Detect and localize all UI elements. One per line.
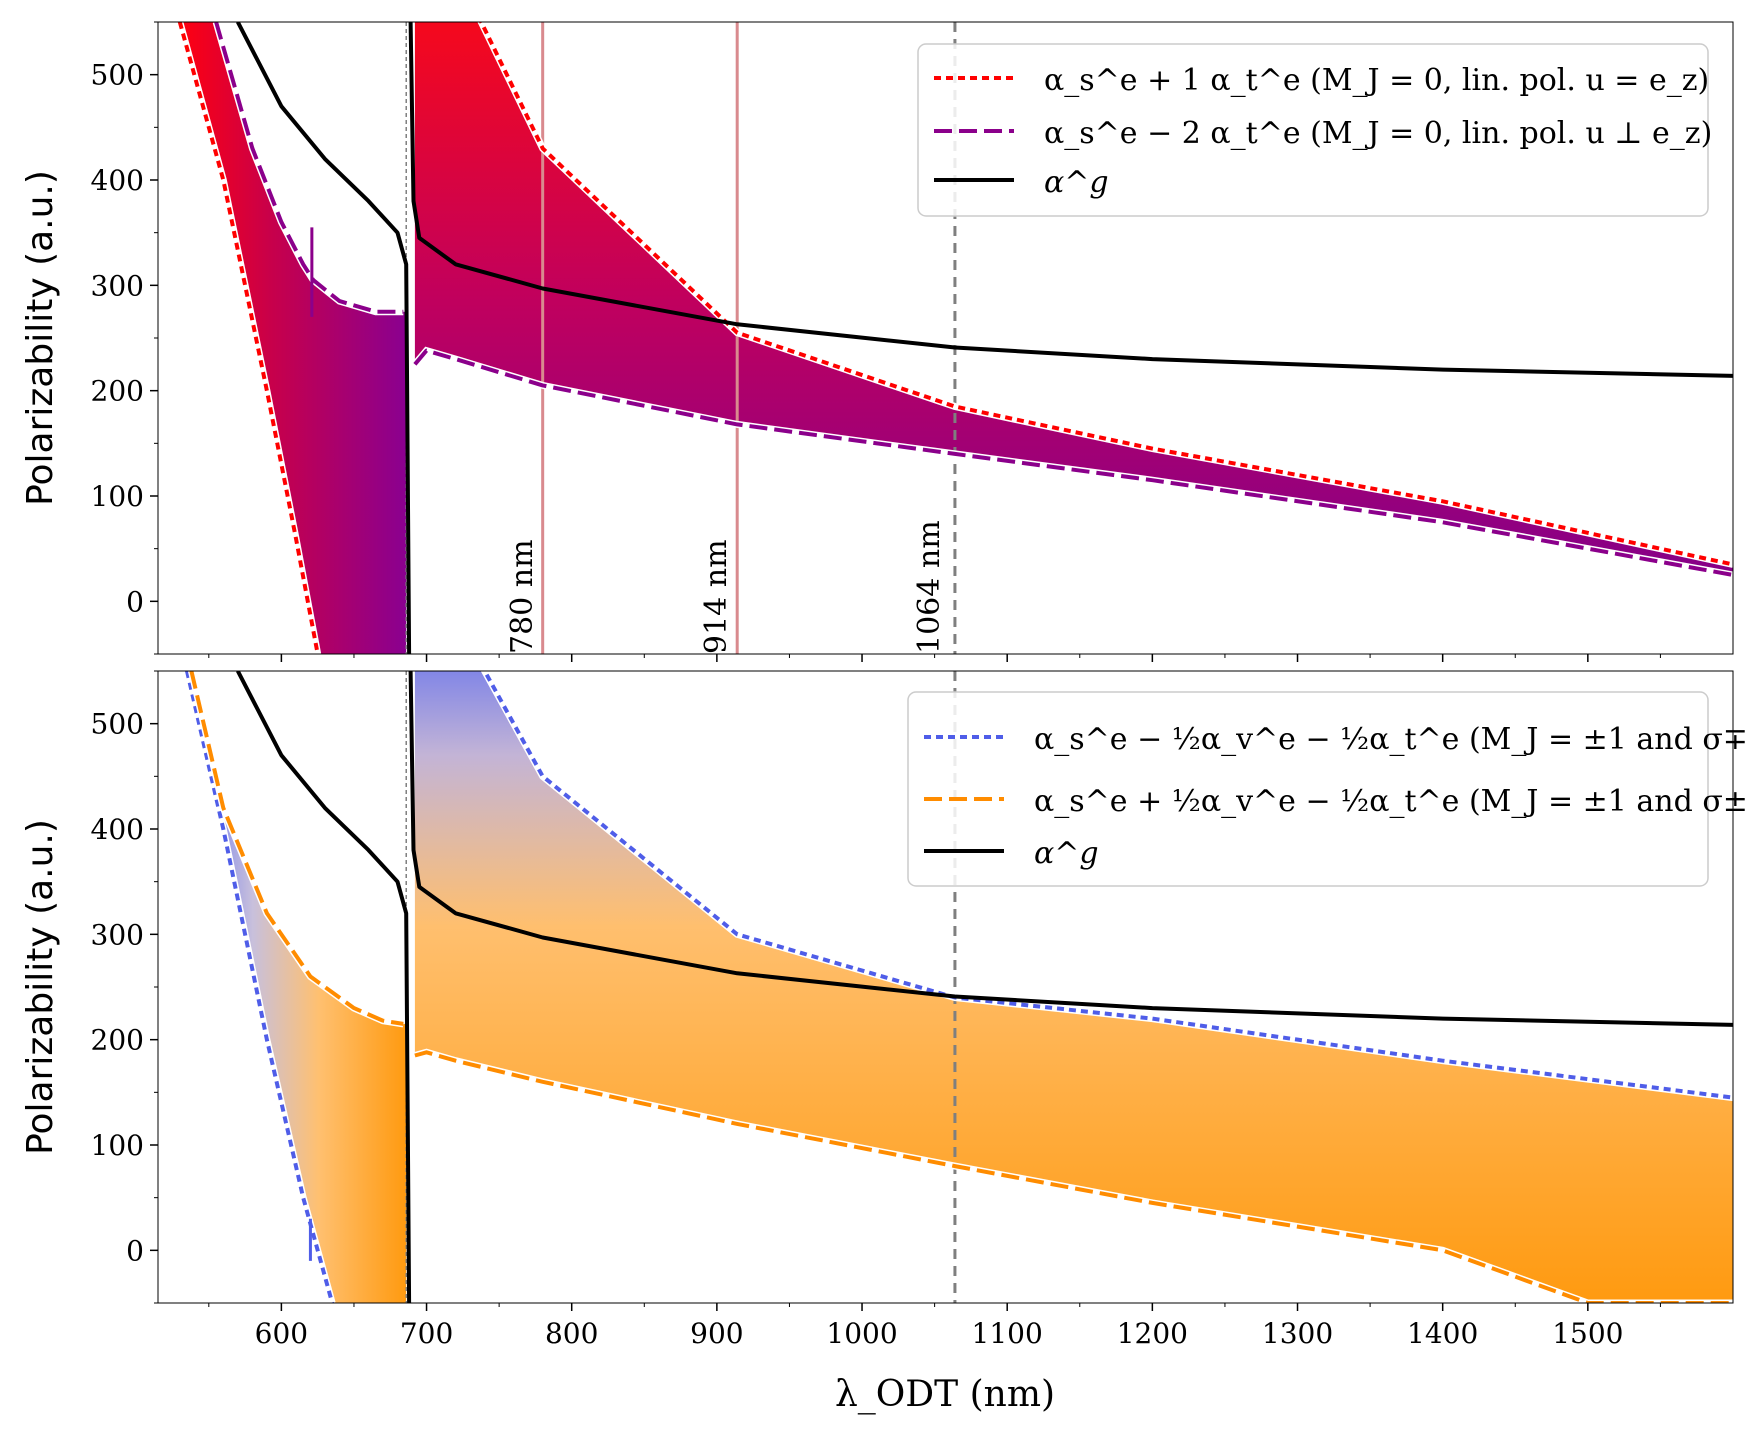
y-tick-label: 300 xyxy=(91,269,144,302)
series-line-0-1 xyxy=(482,671,1733,1100)
bottom-panel: 0 100 200 300 400 500 600 700 800 900 1000 1100 1200… xyxy=(20,670,1746,1415)
legend-entry-orange: α_s^e + ½α_v^e − ½α_t^e (M_J = ±1 and σ±… xyxy=(1034,784,1746,819)
x-tick-label: 700 xyxy=(400,1317,453,1350)
x-tick-label: 1200 xyxy=(1117,1317,1188,1350)
legend-entry-purple: α_s^e − 2 α_t^e (M_J = 0, lin. pol. u ⊥ … xyxy=(1044,116,1712,151)
top-panel: 0 100 200 300 400 500 780 nm 914 nm 1064 nm P… xyxy=(20,21,1734,662)
y-tick-label: 200 xyxy=(91,1024,144,1057)
bottom-shaded-band xyxy=(187,671,1733,1303)
band-right-top xyxy=(414,22,1733,575)
bottom-axes: 0 100 200 300 400 500 600 700 800 900 1000 1100 1200… xyxy=(91,670,1661,1350)
bottom-y-axis-label: Polarizability (a.u.) xyxy=(20,819,61,1155)
bottom-series-lines xyxy=(183,671,1733,1303)
x-tick-label: 1300 xyxy=(1262,1317,1333,1350)
x-tick-label: 1400 xyxy=(1407,1317,1478,1350)
series-line-1-1 xyxy=(414,1050,1733,1303)
bottom-legend-box xyxy=(907,691,1709,887)
series-line-1-1 xyxy=(413,348,1733,577)
marker-label-1064: 1064 nm xyxy=(912,520,947,654)
marker-label-914: 914 nm xyxy=(699,539,734,654)
y-tick-label: 400 xyxy=(91,813,144,846)
y-tick-label: 0 xyxy=(126,1234,144,1267)
y-tick-label: 500 xyxy=(91,708,144,741)
legend-entry-ground: α^g xyxy=(1044,165,1109,200)
y-tick-label: 400 xyxy=(91,164,144,197)
bottom-legend: α_s^e − ½α_v^e − ½α_t^e (M_J = ±1 and σ∓… xyxy=(907,691,1746,887)
top-legend: α_s^e + 1 α_t^e (M_J = 0, lin. pol. u = … xyxy=(917,43,1712,217)
series-line-2-1 xyxy=(408,22,1733,378)
y-tick-label: 300 xyxy=(91,918,144,951)
series-line-0-1 xyxy=(479,22,1733,567)
series-line-0-0 xyxy=(177,22,320,654)
series-line-2-0 xyxy=(236,22,412,654)
legend-entry-red: α_s^e + 1 α_t^e (M_J = 0, lin. pol. u = … xyxy=(1044,63,1709,98)
band-right-bot xyxy=(414,671,1733,1303)
series-line-1-0 xyxy=(214,22,404,314)
top-shaded-band xyxy=(179,22,1733,654)
x-tick-label: 1500 xyxy=(1552,1317,1623,1350)
y-tick-label: 500 xyxy=(91,59,144,92)
legend-entry-blue: α_s^e − ½α_v^e − ½α_t^e (M_J = ±1 and σ∓… xyxy=(1034,722,1746,757)
series-line-0-0 xyxy=(185,671,335,1303)
x-tick-label: 800 xyxy=(545,1317,598,1350)
x-tick-label: 900 xyxy=(690,1317,743,1350)
legend-entry-ground-bottom: α^g xyxy=(1034,836,1099,871)
series-line-2-1 xyxy=(408,671,1733,1027)
x-tick-label: 1100 xyxy=(972,1317,1043,1350)
band-left-top xyxy=(179,22,407,654)
y-tick-label: 200 xyxy=(91,375,144,408)
x-axis-label: λ_ODT (nm) xyxy=(835,1374,1055,1415)
y-tick-label: 100 xyxy=(91,1129,144,1162)
y-tick-label: 0 xyxy=(126,585,144,618)
top-legend-box xyxy=(917,43,1709,217)
marker-label-780: 780 nm xyxy=(505,539,540,654)
series-line-1-0 xyxy=(189,671,404,1026)
top-y-axis-label: Polarizability (a.u.) xyxy=(20,170,61,506)
y-tick-label: 100 xyxy=(91,480,144,513)
x-tick-label: 1000 xyxy=(826,1317,897,1350)
series-line-2-0 xyxy=(236,671,412,1303)
top-axes: 0 100 200 300 400 500 xyxy=(91,21,1661,662)
x-tick-label: 600 xyxy=(255,1317,308,1350)
top-series-lines xyxy=(176,22,1733,654)
band-left-bot xyxy=(187,671,407,1303)
